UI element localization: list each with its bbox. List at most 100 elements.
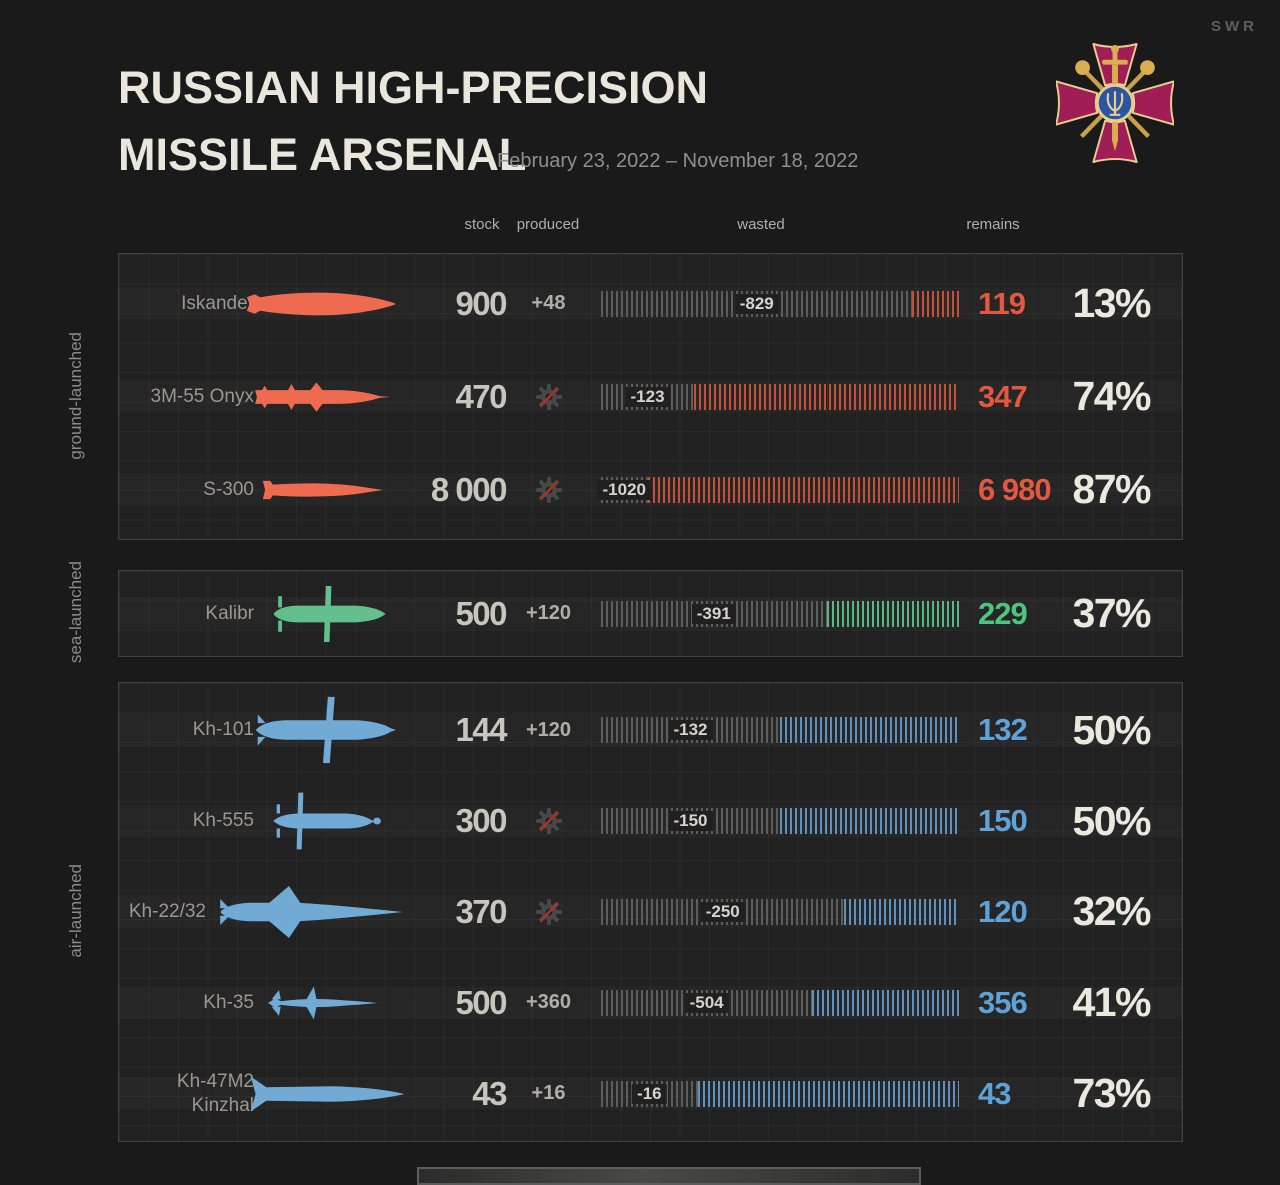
col-header-remains: remains [966,216,1020,233]
remains-value: 119 [978,285,1026,321]
wasted-value: -132 [668,720,713,741]
stock-value: 500 [455,594,507,632]
kalibr-missile-icon [254,583,391,645]
onyx-missile-icon [254,376,391,418]
ukraine-armed-forces-emblem-icon [1056,43,1174,163]
missile-name: Kh-47M2 Kinzhal [176,1070,254,1116]
missile-name: S-300 [203,478,254,500]
wasted-value: -391 [691,603,736,624]
section-label-air-launched: air-launched [66,864,85,958]
date-range: February 23, 2022 – November 18, 2022 [497,150,859,172]
page-title-line2: MISSILE ARSENAL [118,129,527,180]
wasted-remains-bar: -250 [601,898,959,925]
remains-percent: 50% [1072,797,1151,844]
wasted-value: -150 [668,811,713,832]
remains-percent: 87% [1072,466,1151,512]
produced-value: +48 [531,292,566,314]
wasted-remains-bar: -1020 [597,476,959,503]
cropped-footer-box [417,1167,921,1185]
remains-value: 120 [978,893,1028,929]
kh35-missile-icon [254,981,391,1025]
produced-value: +120 [525,718,572,741]
stock-value: 500 [455,983,507,1021]
remains-value: 132 [978,712,1028,748]
remains-value: 347 [978,378,1028,414]
remains-percent: 37% [1072,590,1151,636]
kh555-missile-icon [254,788,391,854]
missile-row: Kh-555 300 -150 150 50% [119,777,1182,865]
iskander-missile-icon [246,284,397,324]
remains-percent: 41% [1072,979,1151,1026]
col-header-produced: produced [516,216,580,233]
stock-value: 8 000 [430,470,508,508]
no-production-icon [535,808,562,835]
remains-value: 356 [978,984,1028,1020]
panel-ground-launched: Iskander 900 +48 -829 119 13% 3M-55 Onyx… [118,253,1183,540]
section-label-sea-launched: sea-launched [66,561,85,664]
missile-row: Kalibr 500 +120 -391 229 37% [119,572,1182,655]
no-production-icon [535,898,562,925]
remains-bar-segment [780,808,959,835]
panel-air-launched: Kh-101 144 +120 -132 132 50% Kh-555 300 [118,682,1183,1142]
wasted-remains-bar: -150 [601,808,959,835]
produced-cell: +120 [506,602,591,625]
wasted-remains-bar: -391 [601,600,959,627]
produced-cell: +120 [506,719,591,742]
produced-cell: +48 [506,292,591,315]
wasted-remains-bar: -504 [601,989,959,1016]
kinzhal-missile-icon [250,1072,405,1116]
produced-cell [506,382,591,412]
col-header-stock: stock [464,216,500,233]
missile-name: 3M-55 Onyx [150,385,254,407]
stock-value: 370 [455,892,507,930]
missile-row: S-300 8 000 -1020 6 980 87% [119,446,1182,533]
remains-value: 6 980 [978,471,1052,507]
remains-percent: 73% [1072,1070,1151,1117]
stock-value: 144 [455,711,507,749]
remains-percent: 32% [1072,888,1151,935]
missile-name: Iskander [181,292,254,314]
missile-name: Kalibr [205,602,254,624]
produced-value: +120 [525,602,572,624]
remains-bar-segment [844,898,959,925]
missile-row: 3M-55 Onyx 470 -123 347 74% [119,353,1182,440]
page-title: RUSSIAN HIGH-PRECISION MISSILE ARSENAL [118,54,708,188]
produced-cell: +360 [506,991,591,1014]
stock-value: 300 [455,802,507,840]
produced-value: +360 [525,991,572,1014]
remains-percent: 74% [1072,373,1151,419]
kh2232-missile-icon [219,882,402,942]
remains-percent: 13% [1072,280,1151,326]
missile-name: Kh-555 [192,810,254,832]
wasted-remains-bar: -123 [601,383,959,410]
remains-value: 43 [978,1075,1011,1111]
no-production-icon [535,383,562,410]
remains-value: 150 [978,803,1028,839]
remains-bar-segment [647,476,959,503]
wasted-value: -829 [734,293,779,314]
wasted-remains-bar: -132 [601,717,959,744]
produced-cell [506,475,591,505]
stock-value: 900 [455,284,507,322]
col-header-wasted: wasted [737,216,785,233]
missile-row: Kh-101 144 +120 -132 132 50% [119,686,1182,774]
remains-bar-segment [780,717,959,744]
remains-bar-segment [912,290,959,317]
wasted-value: -1020 [597,479,652,500]
produced-cell [506,806,591,836]
kh101-missile-icon [254,693,397,767]
column-headers: stock produced wasted remains [118,216,1183,236]
missile-row: Kh-47M2 Kinzhal 43 +16 -16 43 73% [119,1050,1182,1138]
page-title-line1: RUSSIAN HIGH-PRECISION [118,62,709,113]
remains-value: 229 [978,595,1028,631]
remains-bar-segment [694,383,959,410]
missile-row: Iskander 900 +48 -829 119 13% [119,260,1182,347]
missile-name: Kh-22/32 [128,901,206,923]
missile-name: Kh-35 [203,991,254,1013]
wasted-remains-bar: -829 [601,290,959,317]
s300-missile-icon [254,475,391,505]
produced-cell: +16 [506,1082,591,1105]
stock-value: 43 [472,1074,507,1112]
wasted-value: -16 [632,1083,667,1104]
swr-logo: SWR [1211,18,1258,35]
